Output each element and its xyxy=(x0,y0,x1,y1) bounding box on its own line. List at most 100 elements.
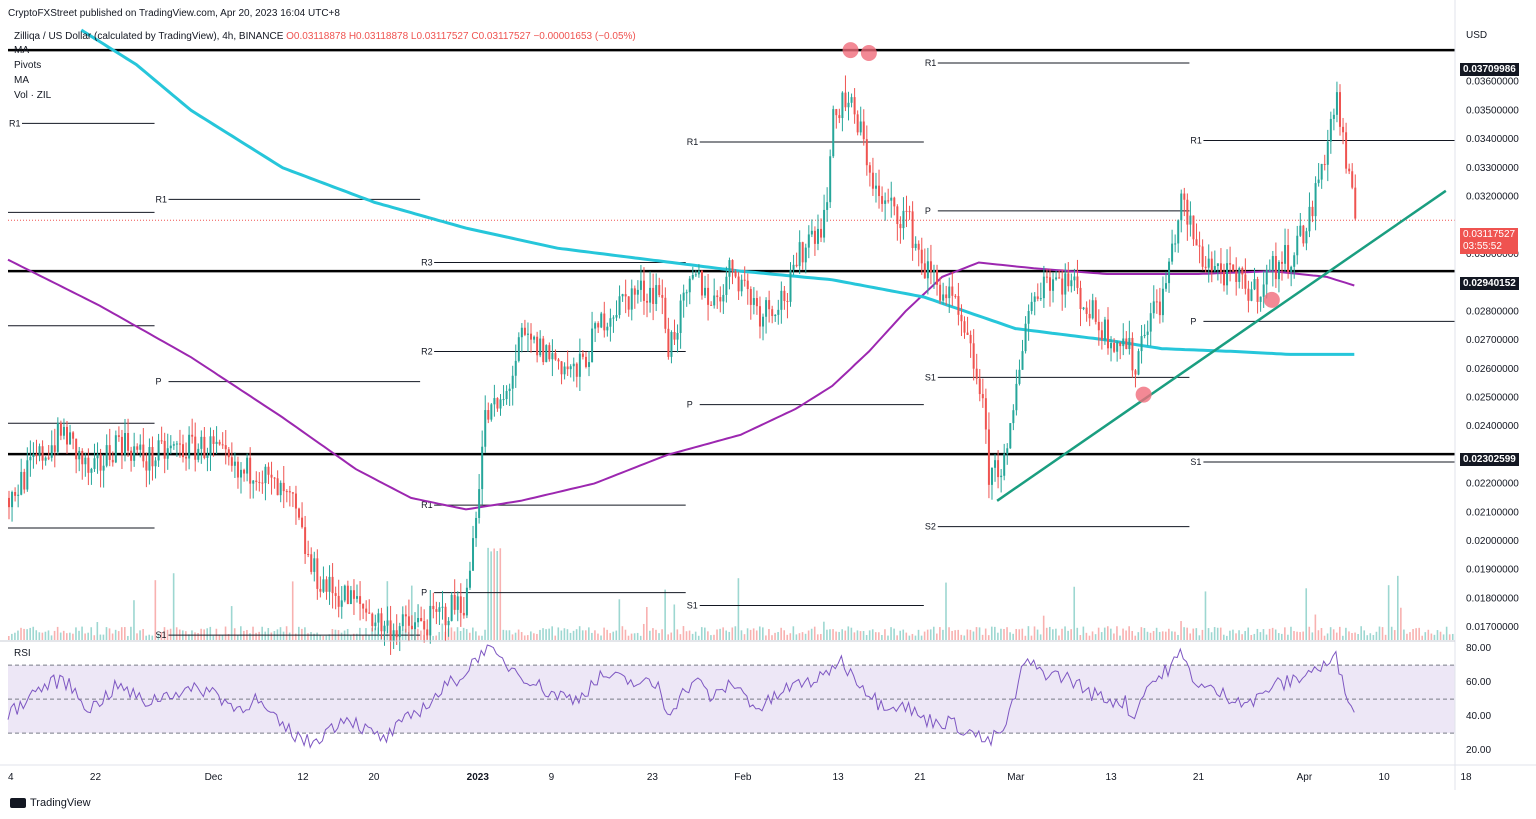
volume-bar xyxy=(264,631,267,640)
indicator-pivots[interactable]: Pivots xyxy=(14,60,42,71)
candle-body xyxy=(111,459,114,463)
candle-body xyxy=(728,260,731,277)
candle-body xyxy=(1085,307,1088,314)
candle-body xyxy=(264,466,267,484)
candle-body xyxy=(1158,301,1161,316)
candle-body xyxy=(1082,307,1085,310)
volume-bar xyxy=(1030,635,1033,640)
candle-body xyxy=(1012,410,1015,424)
indicator-ma-2[interactable]: MA xyxy=(14,75,29,86)
volume-bar xyxy=(1116,626,1118,640)
candle-body xyxy=(627,296,630,310)
volume-bar xyxy=(105,627,108,640)
candle-body xyxy=(478,489,481,518)
volume-bar xyxy=(44,631,47,640)
candle-body xyxy=(774,314,777,317)
candle-body xyxy=(636,289,639,295)
time-tick-label: 13 xyxy=(1106,772,1118,783)
candle-body xyxy=(792,264,795,271)
volume-bar xyxy=(655,629,657,640)
candle-body xyxy=(325,579,328,592)
candle-body xyxy=(981,394,984,399)
candle-body xyxy=(740,279,743,292)
candle-body xyxy=(1152,301,1155,314)
price-tick-label: 0.01800000 xyxy=(1466,593,1519,604)
candle-body xyxy=(1348,168,1351,172)
candle-body xyxy=(346,585,349,605)
volume-bar xyxy=(548,628,550,640)
pivot-label: R1 xyxy=(9,118,21,128)
time-tick-label: Feb xyxy=(734,772,752,783)
volume-bar xyxy=(270,632,273,640)
volume-bar xyxy=(1027,626,1030,640)
candle-body xyxy=(50,445,53,458)
candle-body xyxy=(700,270,703,296)
rsi-label[interactable]: RSI xyxy=(14,648,31,659)
candle-body xyxy=(96,454,99,459)
volume-bar xyxy=(588,627,590,640)
volume-bar xyxy=(1335,632,1338,640)
volume-bar xyxy=(1259,632,1262,640)
volume-bar xyxy=(1204,591,1207,640)
touch-point-marker xyxy=(860,45,877,62)
volume-bar xyxy=(81,626,83,640)
candle-body xyxy=(551,353,554,360)
candle-body xyxy=(166,448,169,459)
volume-bar xyxy=(1113,633,1115,640)
candle-body xyxy=(490,404,493,420)
candle-body xyxy=(99,454,102,471)
candle-body xyxy=(1143,334,1146,337)
candle-body xyxy=(191,434,194,437)
volume-bar xyxy=(20,627,22,640)
candle-body xyxy=(673,332,676,340)
volume-bar xyxy=(1122,628,1124,640)
volume-bar xyxy=(478,635,480,640)
volume-bar xyxy=(1183,627,1185,640)
volume-bar xyxy=(475,631,477,640)
pivot-label: P xyxy=(1190,316,1196,326)
volume-bar xyxy=(984,628,987,640)
candle-body xyxy=(990,467,993,485)
volume-bar xyxy=(1174,631,1176,640)
candle-body xyxy=(1229,263,1232,265)
volume-bar xyxy=(255,632,257,640)
volume-bar xyxy=(417,628,419,640)
volume-bar xyxy=(1082,626,1085,640)
volume-bar xyxy=(1042,615,1045,640)
volume-bar xyxy=(1097,627,1100,640)
candle-body xyxy=(783,290,786,301)
indicator-volume[interactable]: Vol · ZIL xyxy=(14,90,52,101)
volume-bar xyxy=(954,630,956,640)
last-price-countdown: 03:55:52 xyxy=(1463,241,1502,252)
candle-body xyxy=(362,603,365,609)
volume-bar xyxy=(813,626,816,640)
pivot-label: R2 xyxy=(421,347,433,357)
volume-bar xyxy=(1329,627,1332,640)
candle-body xyxy=(1287,245,1290,272)
volume-bar xyxy=(1134,635,1137,640)
rsi-tick-label: 40.00 xyxy=(1466,711,1491,722)
volume-bar xyxy=(29,627,31,640)
time-tick-label: 10 xyxy=(1379,772,1391,783)
volume-bar xyxy=(1345,627,1347,640)
candle-body xyxy=(459,596,462,613)
candle-body xyxy=(1146,331,1149,335)
volume-bar xyxy=(69,632,71,640)
volume-bar xyxy=(233,628,236,640)
candle-body xyxy=(652,287,655,304)
footer-brand-text: TradingView xyxy=(30,797,91,809)
candle-body xyxy=(1216,263,1219,267)
candle-body xyxy=(954,295,957,297)
candle-body xyxy=(926,261,929,279)
volume-bar xyxy=(261,626,263,640)
time-tick-label: 21 xyxy=(914,772,926,783)
volume-bar xyxy=(1430,633,1433,640)
volume-bar xyxy=(1143,627,1146,640)
volume-bar xyxy=(127,635,129,640)
volume-bar xyxy=(878,632,880,640)
volume-bar xyxy=(554,635,557,640)
candle-body xyxy=(1045,276,1048,278)
candle-body xyxy=(609,318,612,327)
indicator-ma-1[interactable]: MA xyxy=(14,45,29,56)
